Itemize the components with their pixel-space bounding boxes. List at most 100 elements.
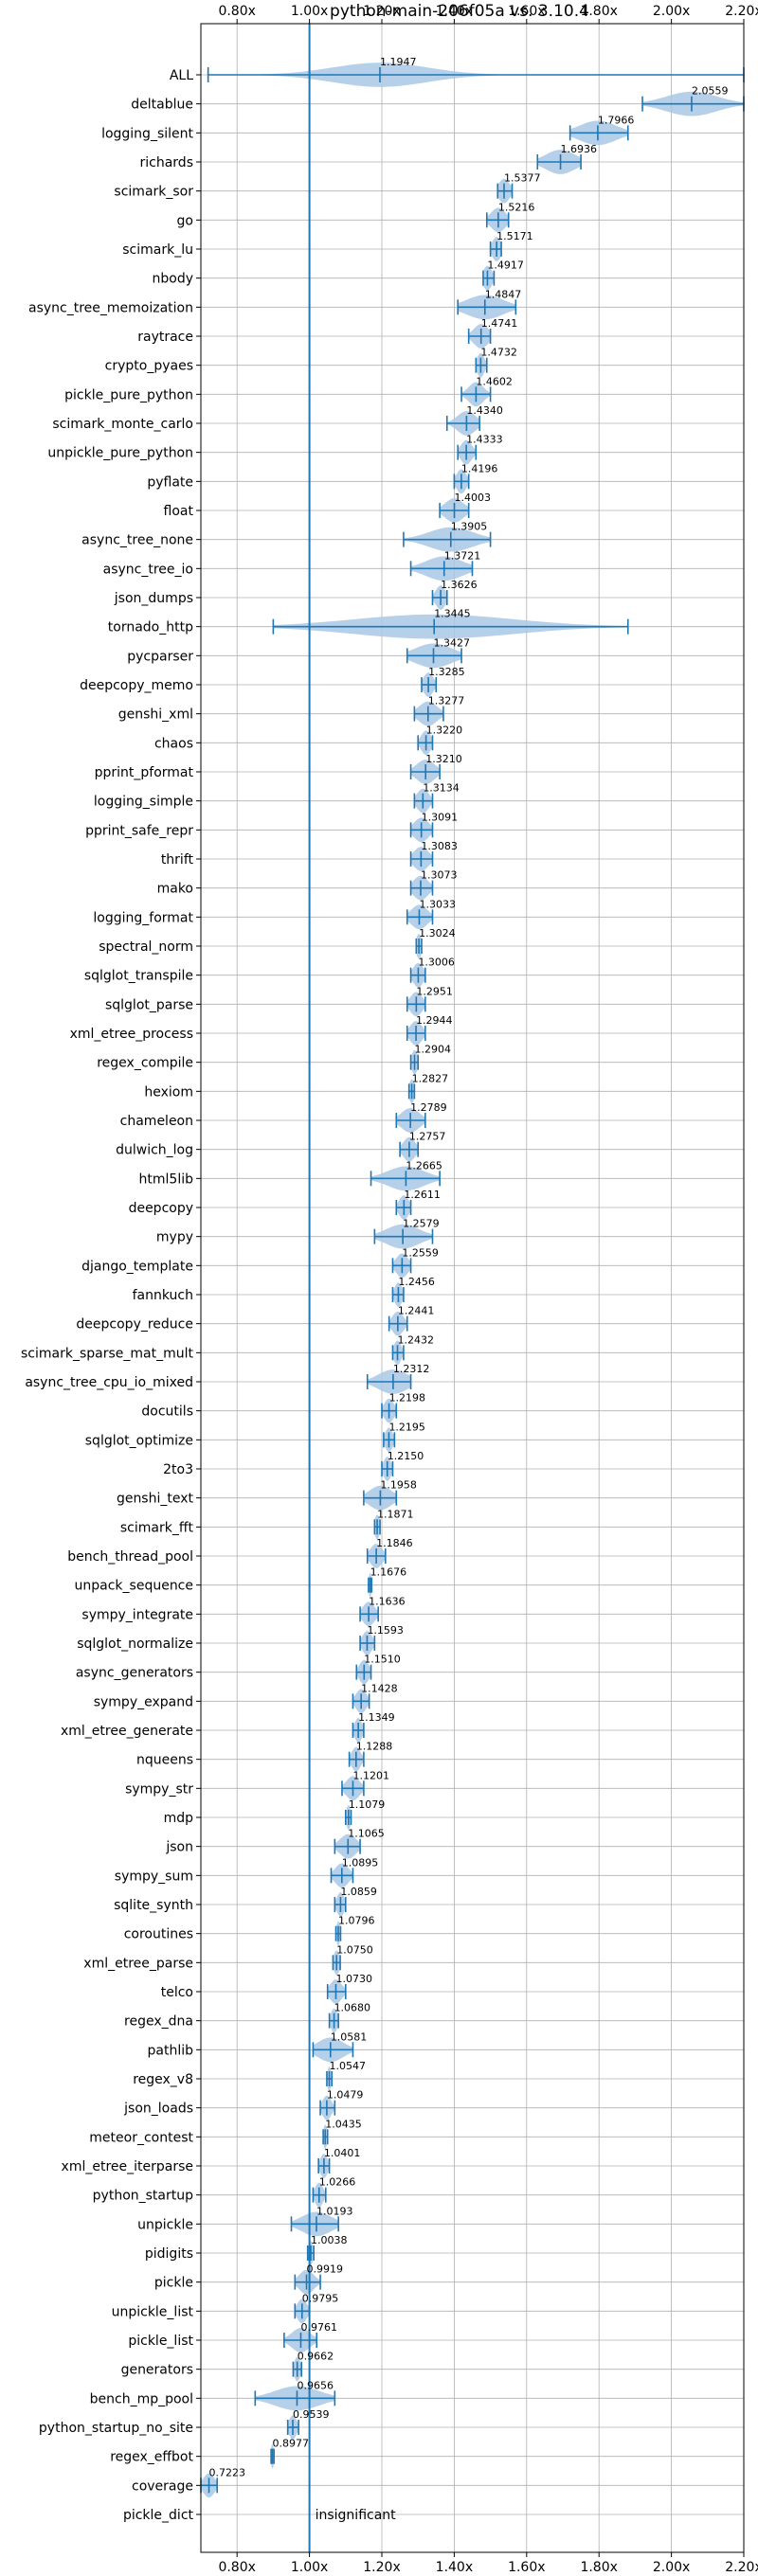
benchmark-label: logging_format bbox=[93, 910, 193, 925]
benchmark-label: mypy bbox=[156, 1230, 193, 1245]
benchmark-label: regex_v8 bbox=[133, 2072, 193, 2087]
data-label: 1.0435 bbox=[325, 2118, 362, 2130]
data-label: 1.0750 bbox=[336, 1943, 373, 1956]
data-label: 1.5171 bbox=[496, 230, 533, 242]
data-label: 1.4602 bbox=[476, 375, 512, 387]
data-label: 1.4732 bbox=[480, 347, 517, 359]
data-label: 1.3220 bbox=[426, 724, 463, 736]
x-tick-label-bottom: 1.80x bbox=[580, 2560, 617, 2575]
data-label: 1.0266 bbox=[319, 2176, 356, 2189]
data-label: 1.2789 bbox=[410, 1101, 447, 1114]
data-label: 1.3427 bbox=[434, 636, 471, 649]
x-tick-label-top: 2.00x bbox=[653, 4, 690, 19]
plot-frame bbox=[200, 23, 745, 2553]
data-label: 1.2757 bbox=[409, 1131, 446, 1143]
data-label: 1.3033 bbox=[419, 898, 456, 910]
data-label: 1.1079 bbox=[349, 1798, 386, 1811]
data-label: 1.4333 bbox=[466, 434, 503, 446]
data-label: 1.3285 bbox=[428, 666, 465, 678]
data-label: 1.4340 bbox=[466, 404, 503, 417]
benchmark-label: pyflate bbox=[147, 474, 193, 490]
data-label: 1.1510 bbox=[364, 1654, 401, 1666]
data-label: 1.3024 bbox=[419, 927, 456, 939]
x-tick-label-top: 1.20x bbox=[363, 4, 400, 19]
x-tick-label-bottom: 1.40x bbox=[436, 2560, 473, 2575]
data-label: 1.3905 bbox=[451, 521, 488, 533]
benchmark-label: html5lib bbox=[139, 1172, 194, 1187]
benchmark-label: pickle_pure_python bbox=[64, 387, 193, 402]
data-label: 1.1288 bbox=[356, 1741, 393, 1753]
benchmark-labels: ALL deltablue logging_silent richards scimar… bbox=[21, 68, 193, 2523]
data-label: 1.2611 bbox=[404, 1189, 441, 1201]
data-label: 1.3277 bbox=[428, 695, 465, 707]
benchmark-label: xml_etree_generate bbox=[61, 1724, 193, 1739]
x-tick-label-top: 1.40x bbox=[436, 4, 473, 19]
benchmark-label: bench_thread_pool bbox=[67, 1549, 193, 1565]
benchmark-label: scimark_fft bbox=[120, 1520, 194, 1535]
data-label: 1.1947 bbox=[380, 56, 417, 68]
data-label: 1.2456 bbox=[398, 1276, 435, 1288]
benchmark-label: scimark_monte_carlo bbox=[52, 417, 193, 432]
benchmark-label: coroutines bbox=[124, 1927, 193, 1942]
benchmark-label: pickle_dict bbox=[123, 2508, 194, 2523]
benchmark-label: pprint_pformat bbox=[95, 765, 194, 780]
benchmark-label: float bbox=[164, 504, 194, 519]
benchmark-label: async_generators bbox=[76, 1666, 193, 1681]
data-label: 1.0038 bbox=[311, 2234, 348, 2246]
data-label: 1.0796 bbox=[338, 1915, 375, 1927]
benchmark-label: deltablue bbox=[131, 98, 193, 113]
x-tick-label-bottom: 2.20x bbox=[725, 2560, 758, 2575]
benchmark-label: pprint_safe_repr bbox=[85, 823, 193, 838]
benchmark-label: richards bbox=[140, 155, 194, 170]
data-label: 1.0680 bbox=[334, 2002, 371, 2014]
grid-lines bbox=[196, 24, 745, 2552]
benchmark-label: async_tree_none bbox=[81, 533, 193, 548]
data-label: 1.2904 bbox=[415, 1044, 452, 1056]
benchmark-label: crypto_pyaes bbox=[105, 359, 193, 374]
benchmark-label: logging_silent bbox=[101, 126, 193, 141]
benchmark-label: sqlglot_transpile bbox=[84, 969, 193, 984]
data-label: 1.1593 bbox=[367, 1624, 404, 1637]
data-label: 1.2441 bbox=[398, 1305, 435, 1317]
data-label: 0.9919 bbox=[307, 2263, 344, 2276]
benchmark-label: meteor_contest bbox=[89, 2130, 193, 2145]
benchmark-label: xml_etree_parse bbox=[83, 1956, 193, 1971]
data-label: 2.0559 bbox=[692, 85, 729, 98]
data-label: 1.0730 bbox=[335, 1973, 372, 1985]
benchmark-label: python_startup_no_site bbox=[39, 2421, 193, 2436]
benchmark-label: nbody bbox=[153, 272, 194, 287]
data-label: 1.0479 bbox=[327, 2089, 364, 2102]
data-label: 1.1201 bbox=[352, 1769, 389, 1781]
benchmark-label: async_tree_cpu_io_mixed bbox=[25, 1375, 193, 1390]
benchmark-label: json_loads bbox=[123, 2102, 193, 2117]
data-label: 1.0193 bbox=[316, 2205, 353, 2217]
benchmark-label: hexiom bbox=[144, 1084, 193, 1100]
benchmark-label: pickle_list bbox=[128, 2334, 193, 2349]
benchmark-label: coverage bbox=[132, 2478, 193, 2494]
benchmark-label: scimark_sparse_mat_mult bbox=[21, 1346, 193, 1361]
data-label: 0.9656 bbox=[297, 2379, 334, 2391]
x-tick-label-top: 2.20x bbox=[725, 4, 758, 19]
benchmark-label: dulwich_log bbox=[116, 1143, 193, 1158]
benchmark-label: pycparser bbox=[127, 649, 193, 664]
data-label: 1.2559 bbox=[402, 1246, 439, 1259]
data-label: 1.2579 bbox=[403, 1218, 440, 1230]
benchmark-label: sympy_sum bbox=[115, 1869, 193, 1884]
x-tick-label-bottom: 1.20x bbox=[363, 2560, 400, 2575]
benchmark-label: thrift bbox=[161, 852, 194, 868]
data-label: 1.4917 bbox=[487, 259, 524, 272]
violin-series bbox=[200, 63, 745, 2498]
data-label: 0.9539 bbox=[293, 2408, 330, 2421]
benchmark-label: genshi_text bbox=[117, 1492, 194, 1507]
data-label: 0.9662 bbox=[298, 2351, 334, 2363]
data-label: 1.2312 bbox=[393, 1363, 430, 1375]
data-label: 1.0547 bbox=[329, 2060, 366, 2072]
benchmark-label: xml_etree_process bbox=[70, 1027, 193, 1042]
benchmark-label: regex_effbot bbox=[110, 2450, 193, 2465]
benchmark-label: sympy_expand bbox=[94, 1694, 193, 1709]
data-label: 1.1349 bbox=[358, 1711, 395, 1724]
data-label: 1.2665 bbox=[406, 1159, 442, 1172]
data-label: 1.2195 bbox=[388, 1421, 425, 1433]
benchmark-label: regex_compile bbox=[97, 1056, 193, 1071]
